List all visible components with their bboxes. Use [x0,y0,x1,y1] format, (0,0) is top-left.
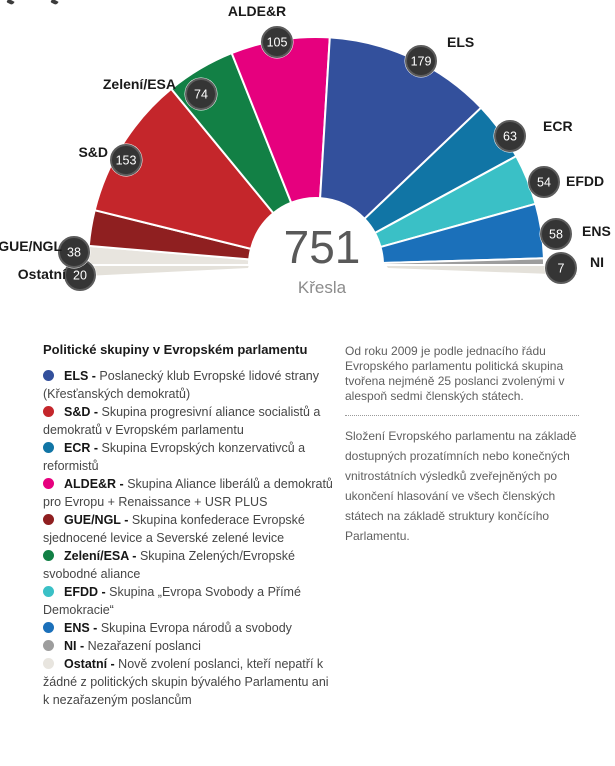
seat-count-efdd: 54 [537,176,551,190]
seat-badge-ecr [494,120,526,152]
legend-dot-els-icon [43,370,54,381]
segment-label-s-d: S&D [78,144,108,160]
legend-heading: Politické skupiny v Evropském parlamentu [43,342,308,357]
legend-abbr: ECR - [64,441,102,455]
total-seats-value: 751 [284,221,361,273]
seats-caption: Křesla [298,278,347,297]
segment-label-ni: NI [590,254,604,270]
seat-count-ostatni: 20 [73,269,87,283]
legend-abbr: ELS - [64,369,100,383]
legend-dot-ni-icon [43,640,54,651]
segment-label-zeleni-esa: Zelení/ESA [103,76,176,92]
legend-dot-ens-icon [43,622,54,633]
seat-badge-alde-r [261,26,293,58]
legend-item-alde-r: ALDE&R - Skupina Aliance liberálů a demo… [43,477,333,509]
legend-dot-s-d-icon [43,406,54,417]
seat-badge-ens [540,218,572,250]
seat-badge-s-d [110,144,142,176]
legend-dot-alde-r-icon [43,478,54,489]
segment-label-ostatni: Ostatní [18,266,67,282]
legend-dot-ecr-icon [43,442,54,453]
legend-item-ens: ENS - Skupina Evropa národů a svobody [43,619,335,637]
segment-label-efdd: EFDD [566,173,604,189]
legend-item-efdd: EFDD - Skupina „Evropa Svobody a Přímé D… [43,585,301,617]
legend-abbr: NI - [64,639,88,653]
legend-abbr: EFDD - [64,585,110,599]
legend-dot-ostatni-icon [43,658,54,669]
legend-item-zeleni-esa: Zelení/ESA - Skupina Zelených/Evropské s… [43,549,295,581]
seat-count-s-d: 153 [116,154,137,168]
legend-item-ni: NI - Nezařazení poslanci [43,637,335,655]
seat-count-ecr: 63 [503,130,517,144]
segment-label-ecr: ECR [543,118,573,134]
legend-item-ecr: ECR - Skupina Evropských konzervativců a… [43,441,306,473]
seat-count-gue-ngl: 38 [67,246,81,260]
legend-abbr: ENS - [64,621,101,635]
legend-item-s-d: S&D - Skupina progresivní aliance social… [43,405,321,437]
notes-column: Od roku 2009 je podle jednacího řádu Evr… [345,344,579,546]
segment-label-els: ELS [447,34,474,50]
note-paragraph-group-rule: Od roku 2009 je podle jednacího řádu Evr… [345,344,579,416]
seat-count-alde-r: 105 [267,36,288,50]
wedge-s-d[interactable] [93,87,275,250]
legend-item-gue-ngl: GUE/NGL - Skupina konfederace Evropské s… [43,513,305,545]
seat-badge-els [405,45,437,77]
segment-label-alde-r: ALDE&R [228,3,286,19]
legend-abbr: S&D - [64,405,102,419]
wedge-els[interactable] [319,36,483,220]
seat-count-ens: 58 [549,228,563,242]
legend-abbr: GUE/NGL - [64,513,132,527]
legend-items: ELS - Poslanecký klub Evropské lidové st… [43,367,335,709]
wedge-ni[interactable] [382,257,545,266]
seat-count-zeleni-esa: 74 [194,88,208,102]
seat-badge-gue-ngl [58,236,90,268]
legend-dot-efdd-icon [43,586,54,597]
seat-count-els: 179 [411,55,432,69]
seat-badge-zeleni-esa [185,78,217,110]
legend-dot-gue-ngl-icon [43,514,54,525]
legend-dot-zeleni-esa-icon [43,550,54,561]
legend-abbr: ALDE&R - [64,477,128,491]
segment-label-gue-ngl: GUE/NGL [0,238,62,254]
note-paragraph-composition: Složení Evropského parlamentu na základě… [345,429,577,543]
seat-badge-ni [545,252,577,284]
seat-count-ni: 7 [558,262,565,276]
legend-abbr: Ostatní - [64,657,119,671]
legend-column: Politické skupiny v Evropském parlamentu… [43,342,335,709]
legend-item-ostatni: Ostatní - Nově zvolení poslanci, kteří n… [43,657,329,707]
legend-abbr: Zelení/ESA - [64,549,140,563]
segment-label-ens: ENS [582,223,611,239]
legend-item-els: ELS - Poslanecký klub Evropské lidové st… [43,369,319,401]
seat-badge-efdd [528,166,560,198]
